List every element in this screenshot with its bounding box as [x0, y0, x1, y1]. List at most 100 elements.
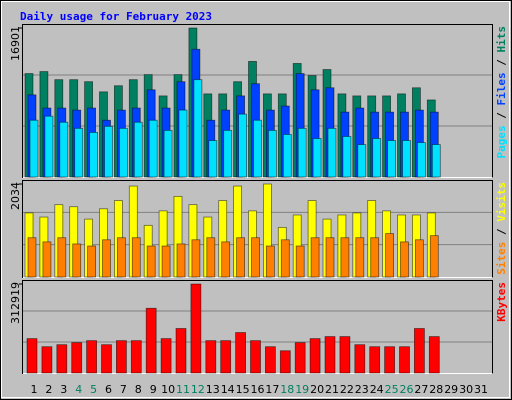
x-tick-label: 29 [444, 383, 458, 396]
x-tick-label: 5 [90, 383, 97, 396]
y-max-label: 16901 [9, 26, 22, 61]
bar [29, 119, 39, 178]
bar [74, 127, 84, 178]
bar [190, 283, 202, 374]
legend-entry: Pages [495, 125, 508, 158]
bar [295, 245, 305, 278]
bar [220, 340, 232, 374]
bar [342, 136, 352, 178]
x-tick-label: 28 [429, 383, 443, 396]
bar [324, 336, 336, 374]
bar [251, 237, 260, 278]
bar [325, 237, 335, 278]
legend: Sites / Visits [495, 182, 508, 275]
x-tick-label: 19 [295, 383, 309, 396]
bar [161, 245, 171, 278]
bar [372, 138, 382, 178]
bar [339, 336, 351, 374]
x-tick-label: 15 [236, 383, 250, 396]
bar [414, 239, 424, 278]
bar [357, 144, 367, 178]
bar [400, 241, 409, 278]
x-tick-label: 24 [370, 383, 384, 396]
bar [133, 121, 143, 178]
x-tick-label: 30 [459, 383, 473, 396]
bar [250, 340, 261, 374]
bar [193, 79, 203, 178]
x-tick-label: 26 [400, 383, 414, 396]
chart-title: Daily usage for February 2023 [20, 10, 212, 23]
x-tick-label: 12 [191, 383, 205, 396]
bar [131, 237, 141, 278]
bar [104, 125, 113, 178]
legend-separator: / [495, 53, 508, 73]
x-tick-label: 21 [325, 383, 339, 396]
x-tick-label: 9 [150, 383, 157, 396]
bar [370, 237, 380, 278]
bar [238, 113, 248, 178]
legend: Pages / Files / Hits [495, 26, 508, 159]
bar [354, 344, 366, 374]
bar [253, 119, 262, 178]
bar [86, 340, 97, 374]
bar [431, 144, 441, 178]
bar [265, 245, 275, 278]
x-tick-label: 10 [161, 383, 175, 396]
bar [191, 239, 201, 278]
bar [429, 235, 439, 278]
bar [71, 342, 83, 374]
bar [236, 237, 246, 278]
legend-entry: KBytes [495, 282, 508, 322]
x-tick-label: 31 [474, 383, 488, 396]
y-max-label: 312919 [9, 282, 22, 324]
bar [223, 129, 233, 178]
x-tick-label: 25 [385, 383, 399, 396]
bar [27, 237, 37, 278]
bar [413, 328, 425, 374]
bar [148, 119, 158, 178]
bar [309, 338, 321, 374]
x-tick-label: 4 [75, 383, 82, 396]
bar [387, 140, 397, 178]
bar [267, 129, 277, 178]
x-tick-label: 11 [176, 383, 190, 396]
bar [42, 241, 52, 278]
bar [163, 129, 173, 178]
bar [294, 342, 306, 374]
legend: KBytes [495, 282, 508, 322]
x-tick-label: 1 [31, 383, 38, 396]
bar [72, 243, 82, 278]
bar [282, 134, 292, 178]
x-tick-label: 8 [135, 383, 142, 396]
x-tick-label: 7 [120, 383, 127, 396]
bar [101, 344, 112, 374]
bar [355, 237, 365, 278]
legend-separator: / [495, 106, 508, 126]
bar [41, 346, 53, 374]
bar [176, 243, 186, 278]
bar [264, 346, 276, 374]
bar [280, 239, 290, 278]
bar [87, 245, 96, 278]
bar [279, 350, 291, 374]
bar [26, 338, 38, 374]
x-tick-label: 3 [60, 383, 67, 396]
bar [116, 340, 127, 374]
x-tick-label: 20 [310, 383, 324, 396]
bar [56, 344, 68, 374]
bar [206, 237, 216, 278]
bar [399, 346, 410, 374]
bar [402, 140, 411, 178]
bar [369, 346, 381, 374]
bar [102, 239, 111, 278]
bar [416, 142, 426, 178]
bar [146, 245, 156, 278]
legend-entry: Sites [495, 242, 508, 275]
bar [327, 127, 337, 178]
bar [221, 241, 231, 278]
bar [297, 127, 307, 178]
bar [310, 237, 320, 278]
x-tick-label: 18 [280, 383, 294, 396]
legend-entry: Files [495, 72, 508, 105]
